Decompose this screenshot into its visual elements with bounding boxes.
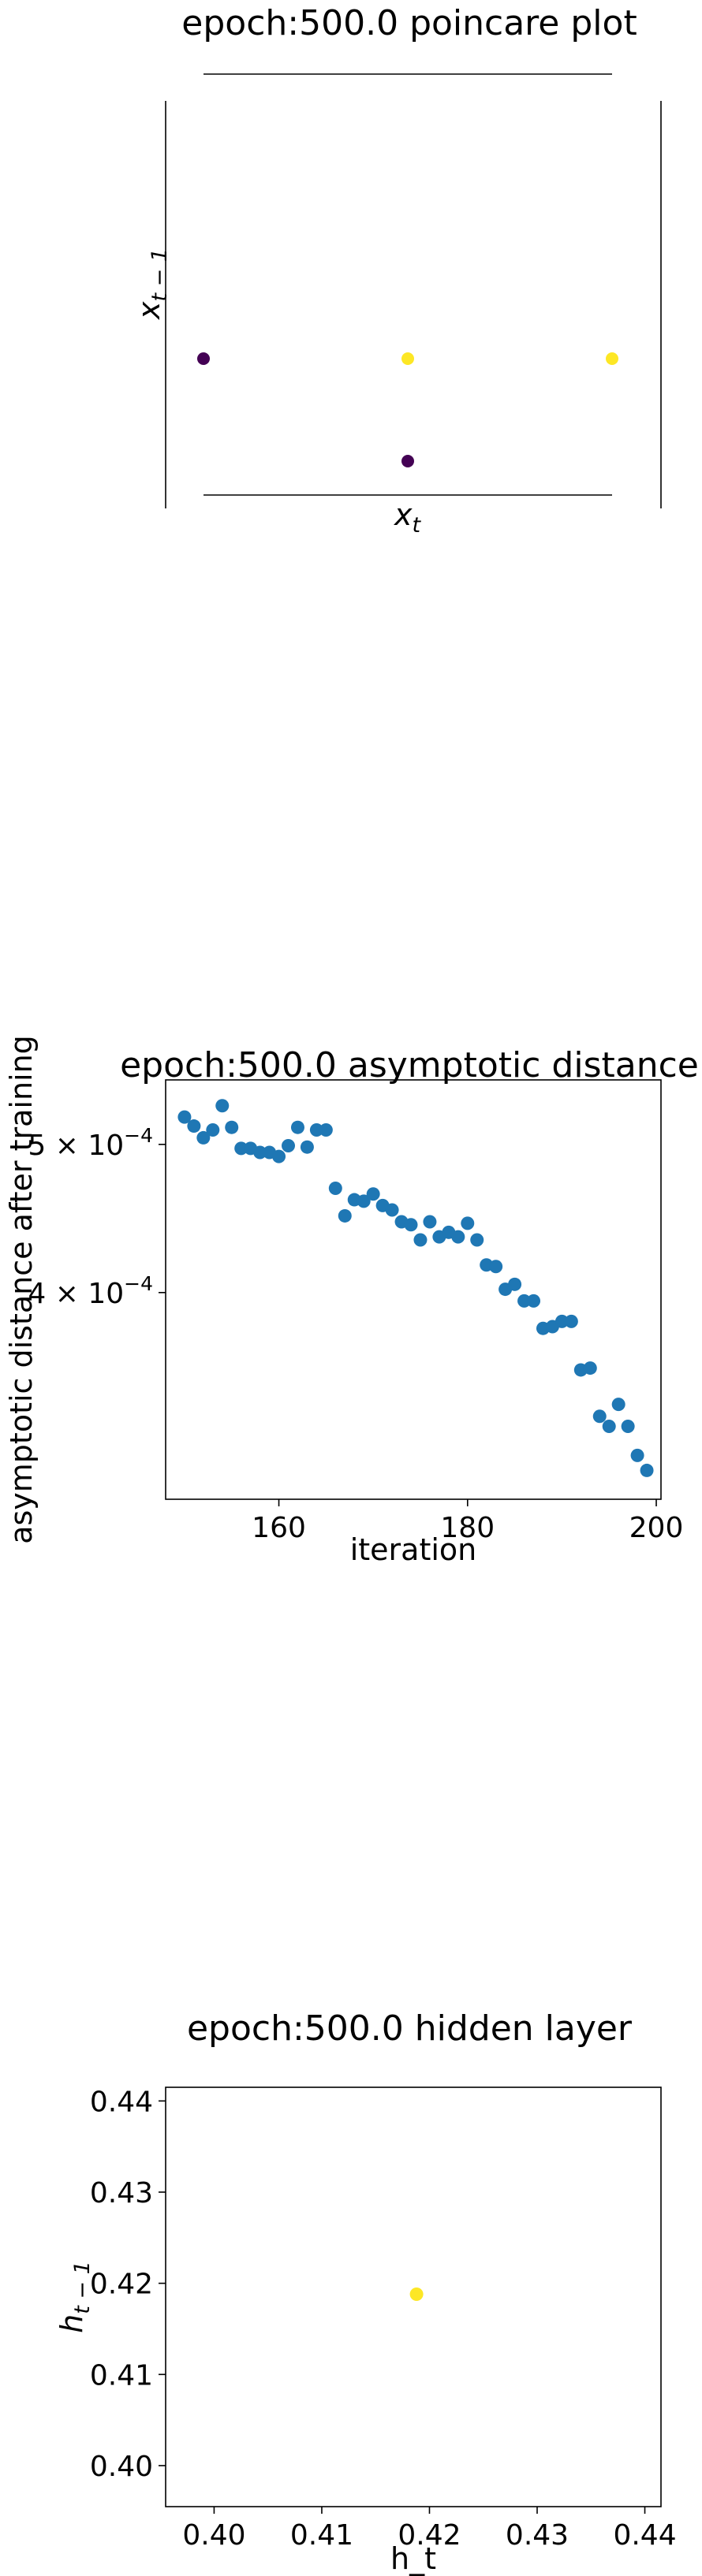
poincare-y-label: xt − 1 (132, 248, 172, 320)
asym-point-14 (309, 1122, 323, 1137)
asym-point-48 (630, 1448, 644, 1462)
hidden-point-0 (409, 2288, 424, 2302)
asym-point-2 (196, 1130, 211, 1145)
asym-point-20 (366, 1187, 380, 1201)
asym-point-4 (215, 1099, 230, 1113)
asym-x-ticks: 160 180 200 (252, 1499, 683, 1544)
asym-point-31 (470, 1233, 484, 1247)
asym-point-33 (489, 1260, 503, 1274)
poincare-points (197, 352, 618, 467)
hidden-y-tick-label-3: 0.43 (90, 2177, 153, 2209)
hidden-x-ticks: 0.40 0.41 0.42 0.43 0.44 (182, 2507, 677, 2552)
asym-point-12 (290, 1120, 304, 1134)
asym-x-label: iteration (350, 1532, 477, 1567)
asym-title: epoch:500.0 asymptotic distance (120, 1045, 699, 1085)
asym-points (177, 1099, 654, 1477)
asym-y-tick-label-1: 4 × 10−4 (28, 1272, 153, 1310)
hidden-y-tick-label-2: 0.42 (90, 2269, 153, 2301)
asym-point-5 (225, 1120, 239, 1134)
asym-point-3 (206, 1122, 220, 1137)
asym-point-37 (527, 1294, 541, 1308)
asym-point-29 (451, 1230, 465, 1244)
asym-x-tick-label-1: 180 (440, 1512, 495, 1544)
asym-point-35 (508, 1277, 522, 1291)
hidden-x-label: h_t (390, 2541, 436, 2576)
asym-point-10 (272, 1149, 286, 1163)
poincare-point-1 (401, 352, 414, 365)
hidden-y-tick-label-1: 0.41 (90, 2359, 153, 2392)
hidden-y-ticks: 0.40 0.41 0.42 0.43 0.44 (90, 2086, 166, 2483)
asymptotic-distance-chart: epoch:500.0 asymptotic distance 160 180 20… (4, 1035, 699, 1567)
asym-point-43 (583, 1361, 597, 1375)
asym-point-44 (592, 1409, 607, 1424)
asym-point-22 (385, 1203, 399, 1217)
asym-y-tick-label-0: 5 × 10−4 (28, 1124, 153, 1162)
hidden-points (409, 2288, 424, 2302)
asym-point-45 (602, 1420, 616, 1434)
asym-point-40 (555, 1314, 569, 1328)
asym-point-15 (319, 1122, 333, 1137)
asym-point-36 (517, 1294, 532, 1308)
asym-point-17 (338, 1208, 352, 1223)
asym-point-30 (461, 1216, 475, 1230)
asym-x-tick-label-0: 160 (252, 1512, 306, 1544)
asym-point-46 (611, 1398, 625, 1412)
poincare-title: epoch:500.0 poincare plot (181, 3, 637, 43)
hidden-x-tick-label-4: 0.44 (613, 2519, 676, 2552)
hidden-y-tick-label-0: 0.40 (90, 2451, 153, 2483)
hidden-x-tick-label-0: 0.40 (182, 2519, 245, 2552)
asym-point-26 (423, 1215, 437, 1229)
asym-point-49 (640, 1463, 654, 1477)
hidden-y-label: ht − 1 (54, 2261, 95, 2333)
poincare-chart: epoch:500.0 poincare plot xt xt − 1 (132, 3, 662, 538)
asym-point-41 (564, 1314, 578, 1328)
poincare-point-0 (197, 352, 210, 365)
asym-point-0 (177, 1110, 192, 1124)
asym-x-tick-label-2: 200 (629, 1512, 684, 1544)
hidden-x-tick-label-2: 0.42 (398, 2519, 461, 2552)
hidden-x-tick-label-3: 0.43 (506, 2519, 569, 2552)
asym-point-25 (413, 1233, 428, 1247)
hidden-layer-chart: epoch:500.0 hidden layer 0.40 0.41 0.42 0.4… (54, 2008, 677, 2576)
hidden-plot-frame (165, 2086, 662, 2507)
asym-point-6 (234, 1141, 248, 1156)
hidden-y-tick-label-4: 0.44 (90, 2086, 153, 2118)
asym-y-label: asymptotic distance after training (4, 1035, 39, 1544)
asym-point-16 (328, 1182, 342, 1196)
asym-point-47 (621, 1420, 635, 1434)
poincare-x-label: xt (394, 497, 422, 538)
asym-point-19 (357, 1194, 371, 1208)
poincare-point-2 (606, 352, 618, 365)
poincare-point-3 (401, 455, 414, 467)
hidden-title: epoch:500.0 hidden layer (187, 2008, 633, 2049)
asym-point-1 (187, 1119, 201, 1134)
asym-point-24 (404, 1218, 418, 1232)
asym-plot-frame (165, 1079, 662, 1500)
asym-y-ticks: 5 × 10−4 4 × 10−4 (28, 1124, 166, 1310)
asym-point-13 (300, 1140, 314, 1154)
hidden-x-tick-label-1: 0.41 (290, 2519, 353, 2552)
asym-point-11 (282, 1139, 296, 1153)
asym-point-8 (253, 1145, 267, 1160)
